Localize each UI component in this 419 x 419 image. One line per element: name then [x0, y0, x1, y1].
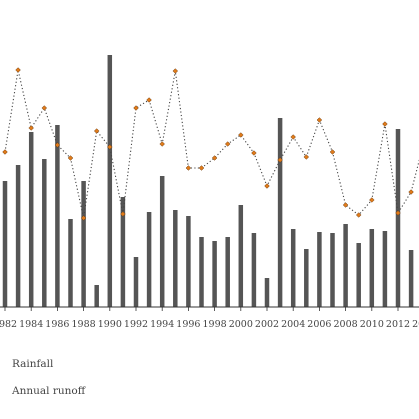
- runoff-marker: [342, 202, 349, 208]
- rainfall-bar: [15, 165, 21, 307]
- runoff-marker: [316, 117, 323, 123]
- runoff-marker: [15, 67, 21, 73]
- x-tick-label: 1986: [45, 319, 69, 330]
- runoff-series: [2, 67, 419, 221]
- runoff-marker: [2, 149, 8, 155]
- x-tick-label: 1982: [0, 319, 17, 330]
- runoff-marker: [41, 105, 48, 111]
- runoff-marker: [355, 212, 362, 218]
- rainfall-bar: [225, 237, 230, 307]
- rainfall-bar: [199, 237, 204, 307]
- rainfall-bar: [304, 249, 309, 307]
- x-tick-label: 1984: [19, 319, 43, 330]
- x-tick-label: 2008: [334, 319, 358, 330]
- rainfall-bar: [395, 129, 401, 307]
- rainfall-bar: [68, 219, 73, 307]
- x-tick-label: 1992: [124, 319, 148, 330]
- runoff-marker: [80, 215, 87, 221]
- runoff-marker: [133, 105, 139, 111]
- runoff-marker: [28, 125, 34, 131]
- runoff-marker: [395, 210, 401, 216]
- x-tick-label: 2006: [307, 319, 331, 330]
- rainfall-bar: [120, 197, 126, 307]
- rainfall-bar: [42, 159, 47, 307]
- rainfall-bar: [317, 232, 322, 307]
- x-tick-label: 2010: [360, 319, 384, 330]
- runoff-line: [4, 69, 419, 219]
- runoff-marker: [329, 149, 336, 155]
- runoff-marker: [120, 211, 126, 217]
- rainfall-bar: [81, 181, 86, 307]
- rainfall-bar: [356, 243, 361, 307]
- rainfall-bar: [173, 210, 178, 307]
- runoff-marker: [290, 134, 296, 140]
- x-tick-label: 1990: [98, 319, 122, 330]
- x-tick-label: 1994: [150, 319, 174, 330]
- x-tick-label: 1988: [72, 319, 96, 330]
- rainfall-bar: [146, 212, 152, 307]
- runoff-marker: [382, 121, 388, 127]
- rainfall-bar: [290, 229, 296, 307]
- x-tick-label: 1996: [176, 319, 200, 330]
- x-axis: 1982198419861988199019921994199619982000…: [0, 306, 419, 330]
- runoff-marker: [369, 197, 375, 203]
- rainfall-bar: [28, 132, 34, 307]
- runoff-marker: [224, 141, 231, 147]
- runoff-marker: [211, 155, 218, 161]
- rainfall-bar: [55, 125, 60, 307]
- rainfall-bar: [369, 229, 375, 307]
- legend-rainfall: Rainfall: [12, 358, 54, 370]
- runoff-marker: [238, 132, 244, 138]
- rainfall-bar: [343, 224, 348, 307]
- rainfall-bar: [238, 205, 244, 307]
- runoff-marker: [408, 189, 414, 195]
- rainfall-bar: [107, 55, 113, 307]
- x-tick-label: 2002: [255, 319, 279, 330]
- runoff-marker: [185, 165, 192, 171]
- x-tick-label: 2012: [386, 319, 410, 330]
- runoff-marker: [277, 157, 283, 163]
- rainfall-bar: [408, 250, 414, 307]
- runoff-marker: [67, 155, 74, 161]
- runoff-marker: [198, 165, 205, 171]
- rainfall-bar: [186, 216, 191, 307]
- rainfall-bar: [94, 285, 99, 307]
- rainfall-bars: [2, 55, 414, 307]
- runoff-marker: [264, 183, 270, 189]
- rainfall-bar: [2, 181, 8, 307]
- runoff-marker: [303, 154, 310, 160]
- x-tick-label: 2014: [412, 319, 419, 330]
- runoff-marker: [146, 97, 152, 103]
- x-tick-label: 2004: [281, 319, 305, 330]
- runoff-marker: [93, 128, 100, 134]
- x-tick-label: 1998: [203, 319, 227, 330]
- rainfall-bar: [133, 257, 139, 307]
- runoff-marker: [54, 142, 61, 148]
- runoff-marker: [159, 141, 165, 147]
- x-tick-label: 2000: [229, 319, 253, 330]
- rainfall-bar: [264, 278, 270, 307]
- legend-annual-runoff: Annual runoff: [12, 385, 86, 397]
- rainfall-bar: [330, 233, 335, 307]
- runoff-marker: [107, 144, 113, 150]
- runoff-marker: [251, 150, 257, 156]
- rainfall-bar: [212, 241, 217, 307]
- rainfall-bar: [251, 233, 257, 307]
- rainfall-bar: [159, 176, 165, 307]
- runoff-marker: [172, 68, 179, 74]
- rainfall-bar: [382, 231, 388, 307]
- rainfall-bar: [277, 118, 283, 307]
